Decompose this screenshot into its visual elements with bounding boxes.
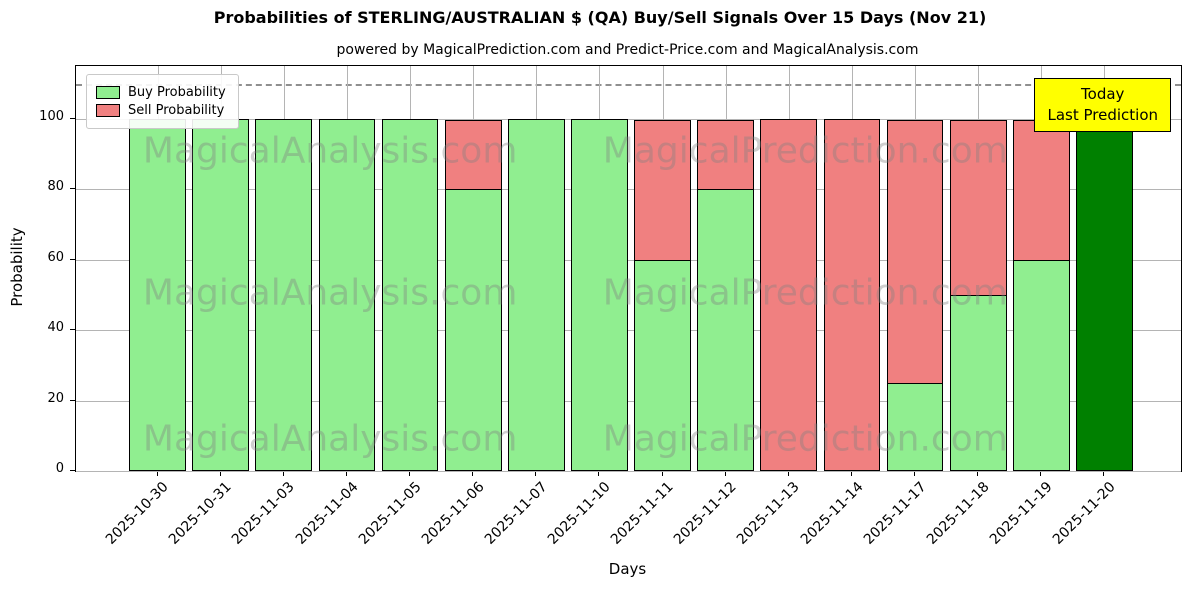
sell-bar-segment	[1012, 119, 1070, 261]
sell-color-swatch	[96, 104, 120, 117]
x-tick-label: 2025-11-11	[608, 479, 677, 548]
watermark-text: MagicalPrediction.com	[602, 272, 1008, 314]
x-tick-label: 2025-11-20	[1049, 479, 1119, 548]
buy-bar-segment	[949, 294, 1007, 471]
y-tick-label: 80	[47, 179, 64, 195]
x-tick-label: 2025-11-05	[355, 479, 425, 548]
dashed-reference-line	[76, 83, 1181, 86]
buy-bar-segment	[318, 118, 376, 471]
x-tick-label: 2025-11-14	[797, 479, 867, 548]
sell-bar-segment	[444, 119, 502, 191]
y-tick-label: 20	[47, 390, 64, 406]
sell-bar-segment	[760, 118, 818, 471]
chart-title: Probabilities of STERLING/AUSTRALIAN $ (…	[213, 8, 987, 27]
buy-bar-segment	[634, 259, 691, 471]
x-tick-mark	[472, 471, 474, 476]
x-tick-mark	[1040, 471, 1042, 476]
today-annotation: Today Last Prediction	[1034, 78, 1171, 132]
y-tick-label: 40	[47, 320, 64, 336]
y-tick-label: 60	[47, 249, 64, 265]
watermark-text: MagicalAnalysis.com	[142, 130, 518, 172]
x-axis-title: Days	[608, 560, 647, 578]
x-tick-mark	[787, 471, 789, 476]
buy-bar-segment	[1076, 118, 1133, 471]
legend-sell-label: Sell Probability	[128, 103, 225, 118]
x-tick-label: 2025-11-10	[544, 479, 614, 548]
x-tick-label: 2025-11-12	[671, 479, 741, 548]
legend-buy-label: Buy Probability	[128, 85, 226, 100]
today-annotation-line2: Last Prediction	[1047, 106, 1158, 124]
x-tick-mark	[156, 471, 158, 476]
gridline-horizontal	[76, 400, 1181, 402]
x-tick-mark	[219, 471, 221, 476]
buy-bar-segment	[255, 118, 313, 471]
today-annotation-line1: Today	[1081, 85, 1125, 103]
watermark-text: MagicalPrediction.com	[602, 130, 1008, 172]
y-axis-title: Probability	[8, 227, 26, 307]
x-tick-mark	[977, 471, 979, 476]
y-tick-mark	[70, 329, 75, 331]
x-tick-label: 2025-11-04	[292, 479, 362, 548]
y-tick-mark	[70, 117, 75, 119]
sell-bar-segment	[949, 119, 1007, 296]
x-tick-mark	[724, 471, 726, 476]
x-tick-label: 2025-10-31	[166, 479, 236, 548]
sell-bar-segment	[634, 119, 691, 261]
x-tick-mark	[850, 471, 852, 476]
watermark-text: MagicalAnalysis.com	[142, 272, 518, 314]
gridline-horizontal	[76, 471, 1181, 472]
x-tick-label: 2025-11-13	[734, 479, 804, 548]
x-tick-label: 2025-11-03	[229, 479, 299, 548]
x-tick-mark	[345, 471, 347, 476]
buy-bar-segment	[1012, 259, 1070, 471]
x-tick-mark	[409, 471, 411, 476]
sell-bar-segment	[697, 119, 755, 191]
x-tick-label: 2025-11-06	[418, 479, 488, 548]
y-tick-label: 100	[39, 108, 64, 124]
x-tick-label: 2025-11-18	[923, 479, 993, 548]
x-tick-label: 2025-11-17	[860, 479, 930, 548]
x-tick-mark	[598, 471, 600, 476]
sell-bar-segment	[886, 119, 944, 384]
y-tick-mark	[70, 470, 75, 471]
y-tick-label: 0	[55, 461, 64, 476]
buy-bar-segment	[507, 118, 565, 471]
plot-area: MagicalAnalysis.com MagicalPrediction.com…	[75, 65, 1182, 472]
buy-bar-segment	[381, 118, 439, 471]
gridline-horizontal	[76, 330, 1181, 332]
x-tick-mark	[914, 471, 916, 476]
buy-bar-segment	[444, 189, 502, 471]
legend: Buy Probability Sell Probability	[86, 74, 239, 129]
x-tick-label: 2025-11-19	[986, 479, 1056, 548]
buy-bar-segment	[129, 118, 186, 471]
x-tick-mark	[661, 471, 663, 476]
x-tick-label: 2025-11-07	[481, 479, 551, 548]
y-tick-mark	[70, 399, 75, 401]
buy-bar-segment	[886, 383, 944, 471]
gridline-horizontal	[76, 118, 1181, 120]
buy-bar-segment	[571, 118, 628, 471]
buy-bar-segment	[192, 118, 250, 471]
x-tick-mark	[282, 471, 284, 476]
chart-subtitle: powered by MagicalPrediction.com and Pre…	[336, 42, 919, 58]
x-tick-mark	[1103, 471, 1105, 476]
gridline-horizontal	[76, 189, 1181, 191]
buy-bar-segment	[697, 189, 755, 471]
gridline-horizontal	[76, 259, 1181, 261]
sell-bar-segment	[823, 118, 881, 471]
x-tick-label: 2025-10-30	[103, 479, 172, 548]
buy-color-swatch	[96, 86, 120, 99]
watermark-text: MagicalPrediction.com	[602, 418, 1008, 460]
y-tick-mark	[70, 188, 75, 190]
watermark-text: MagicalAnalysis.com	[142, 418, 518, 460]
x-tick-mark	[535, 471, 537, 476]
legend-item-sell: Sell Probability	[96, 103, 226, 118]
y-tick-mark	[70, 258, 75, 260]
legend-item-buy: Buy Probability	[96, 85, 226, 100]
